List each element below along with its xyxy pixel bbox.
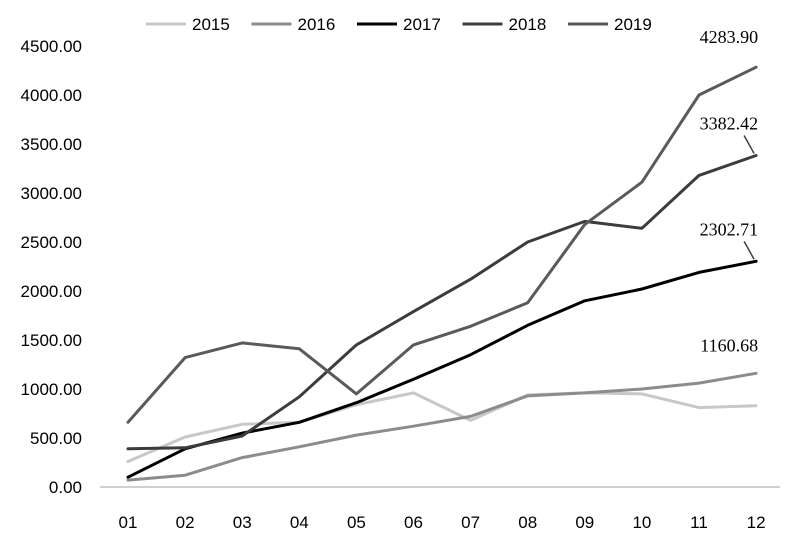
legend-label-2018: 2018 bbox=[509, 15, 547, 34]
x-tick-label: 07 bbox=[461, 513, 480, 532]
legend-label-2016: 2016 bbox=[298, 15, 336, 34]
x-tick-label: 01 bbox=[119, 513, 138, 532]
x-tick-label: 11 bbox=[690, 513, 708, 532]
x-tick-label: 10 bbox=[632, 513, 651, 532]
data-label-2018: 3382.42 bbox=[700, 114, 759, 134]
series-line-2017 bbox=[126, 259, 758, 479]
y-tick-label: 4000.00 bbox=[21, 86, 82, 105]
x-tick-label: 08 bbox=[518, 513, 537, 532]
y-axis-ticks: 0.00 500.00 1000.00 1500.00 2000.00 2500.00 30… bbox=[21, 37, 82, 497]
y-tick-label: 0.00 bbox=[49, 478, 82, 497]
series-line-2016 bbox=[126, 371, 758, 482]
y-tick-label: 3500.00 bbox=[21, 135, 82, 154]
x-tick-label: 03 bbox=[233, 513, 252, 532]
series-line-2019 bbox=[126, 65, 758, 424]
legend-label-2017: 2017 bbox=[403, 15, 441, 34]
data-labels: 4283.90 3382.42 2302.71 1160.68 bbox=[700, 27, 759, 355]
series-lines bbox=[126, 65, 758, 482]
x-tick-label: 02 bbox=[176, 513, 195, 532]
x-tick-label: 12 bbox=[747, 513, 766, 532]
legend-label-2019: 2019 bbox=[614, 15, 652, 34]
y-tick-label: 2500.00 bbox=[21, 233, 82, 252]
legend: 2015 2016 2017 2018 2019 bbox=[146, 15, 652, 34]
y-tick-label: 500.00 bbox=[30, 429, 82, 448]
data-label-leader bbox=[743, 240, 755, 260]
x-tick-label: 06 bbox=[404, 513, 423, 532]
series-line-2015 bbox=[126, 391, 758, 463]
y-tick-label: 3000.00 bbox=[21, 184, 82, 203]
y-tick-label: 1000.00 bbox=[21, 380, 82, 399]
series-line-2018 bbox=[126, 154, 758, 451]
data-label-2016: 1160.68 bbox=[700, 335, 758, 355]
y-tick-label: 4500.00 bbox=[21, 37, 82, 56]
x-axis-ticks: 01 02 03 04 05 06 07 08 09 10 11 12 bbox=[119, 513, 766, 532]
x-tick-label: 05 bbox=[347, 513, 366, 532]
x-tick-label: 04 bbox=[290, 513, 309, 532]
data-label-2017: 2302.71 bbox=[700, 219, 759, 239]
data-label-2019: 4283.90 bbox=[700, 27, 759, 47]
y-tick-label: 2000.00 bbox=[21, 282, 82, 301]
data-label-leader bbox=[743, 135, 755, 154]
legend-label-2015: 2015 bbox=[192, 15, 230, 34]
y-tick-label: 1500.00 bbox=[21, 331, 82, 350]
x-tick-label: 09 bbox=[575, 513, 594, 532]
